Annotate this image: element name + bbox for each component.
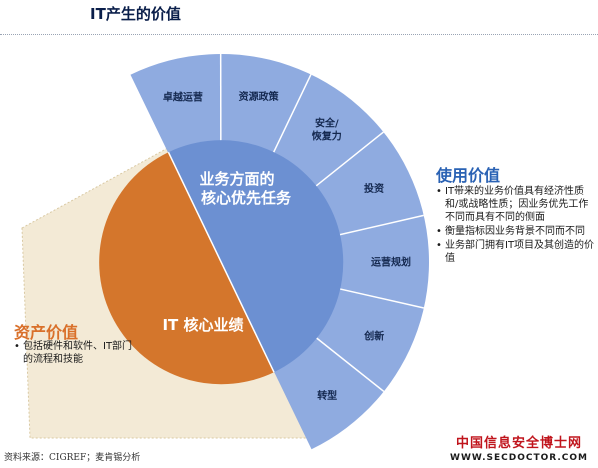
asset-value-list: 包括硬件和软件、IT部门的流程和技能 [14,340,139,367]
center-top-line2: 核心优先任务 [201,189,292,207]
usage-value-title: 使用价值 [436,166,501,185]
watermark-url: WWW.SECDOCTOR.COM [450,453,588,463]
usage-bullet: 衡量指标因业务背景不同而不同 [436,225,596,238]
usage-value-list: IT带来的业务价值具有经济性质和/或战略性质；因业务优先工作不同而具有不同的侧面… [436,185,596,266]
asset-bullet: 包括硬件和软件、IT部门的流程和技能 [14,340,139,366]
segment-label: 转型 [317,389,337,402]
segment-label: 投资 [364,182,384,195]
core-divider [167,151,275,373]
source-note: 资料来源：CIGREF；麦肯锡分析 [4,453,141,463]
usage-bullet: 业务部门拥有IT项目及其创造的价值 [436,239,596,265]
segment-label: 创新 [363,330,384,343]
segment-label: 资源政策 [239,90,280,103]
page-title: IT产生的价值 [90,5,181,23]
segment-label: 卓越运营 [163,90,203,103]
center-top-line1: 业务方面的 [199,170,274,188]
title-divider [0,34,598,35]
watermark-main: 中国信息安全博士网 [455,436,582,451]
segment-label: 运营规划 [371,256,411,269]
core-performance-half [99,152,274,385]
asset-value-title: 资产价值 [14,323,79,342]
center-bottom-label: IT 核心业绩 [162,316,243,334]
business-priorities-half [168,140,344,373]
usage-bullet: IT带来的业务价值具有经济性质和/或战略性质；因业务优先工作不同而具有不同的侧面 [436,185,596,224]
watermark: 中国信息安全博士网 WWW.SECDOCTOR.COM [443,432,595,463]
segment-label: 安全/恢复力 [312,116,342,142]
